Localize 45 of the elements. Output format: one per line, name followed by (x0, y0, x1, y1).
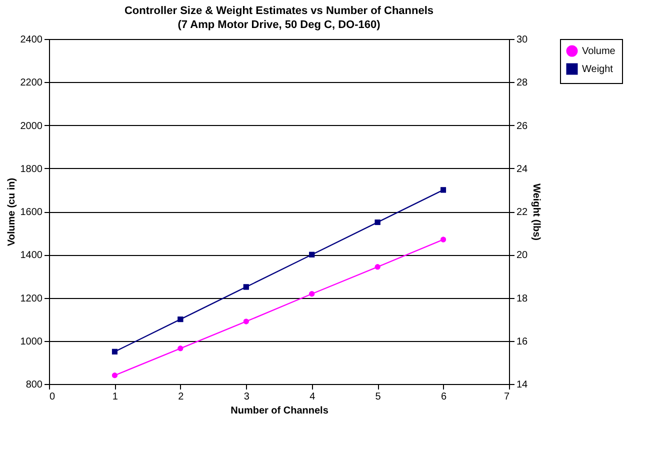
point (374, 264, 380, 270)
x-tick-label: 0 (50, 392, 56, 402)
y-tick-label: 1600 (20, 207, 43, 218)
x-tick-label: 2 (178, 392, 184, 402)
legend-label: Weight (582, 64, 614, 75)
y2-tick-label: 18 (516, 293, 528, 304)
point (309, 291, 315, 297)
point (374, 220, 380, 226)
y2-axis-title: Weight (lbs) (530, 183, 542, 241)
point (178, 346, 184, 352)
chart-title: Controller Size & Weight Estimates vs Number of Channels (124, 5, 434, 17)
y-axis-title: Volume (cu in) (6, 178, 18, 246)
x-tick-label: 6 (441, 392, 448, 402)
y-tick-label: 2400 (20, 34, 43, 46)
x-tick-label: 1 (112, 392, 118, 402)
y-tick-label: 1000 (20, 336, 43, 348)
chart-subtitle: (7 Amp Motor Drive, 50 Deg C, DO-160) (178, 19, 381, 31)
x-tick-label: 5 (375, 392, 382, 402)
y2-tick-label: 30 (516, 34, 528, 46)
y-tick-label: 1400 (20, 250, 43, 262)
legend-label: Volume (582, 46, 616, 57)
point (243, 318, 249, 324)
x-tick-label: 3 (244, 392, 250, 402)
y2-tick-label: 22 (516, 207, 528, 218)
y2-tick-label: 28 (516, 78, 528, 89)
y-tick-label: 1800 (20, 164, 43, 175)
y-tick-label: 1200 (20, 293, 43, 304)
point (112, 348, 118, 354)
y-tick-label: 2200 (20, 78, 43, 89)
point (112, 372, 118, 378)
point (440, 187, 446, 193)
y2-tick-label: 20 (516, 250, 528, 262)
y-tick-label: 2000 (20, 120, 43, 132)
point (243, 284, 249, 290)
x-tick-label: 7 (504, 392, 510, 402)
y2-tick-label: 26 (516, 120, 528, 132)
y2-tick-label: 16 (516, 336, 528, 348)
point (309, 252, 315, 258)
y2-tick-label: 14 (516, 380, 528, 390)
y2-tick-label: 24 (516, 164, 528, 175)
point (440, 236, 446, 242)
x-tick-label: 4 (310, 392, 316, 402)
x-axis-title: Number of Channels (230, 406, 329, 416)
y-tick-label: 800 (26, 380, 43, 390)
point (178, 316, 184, 322)
